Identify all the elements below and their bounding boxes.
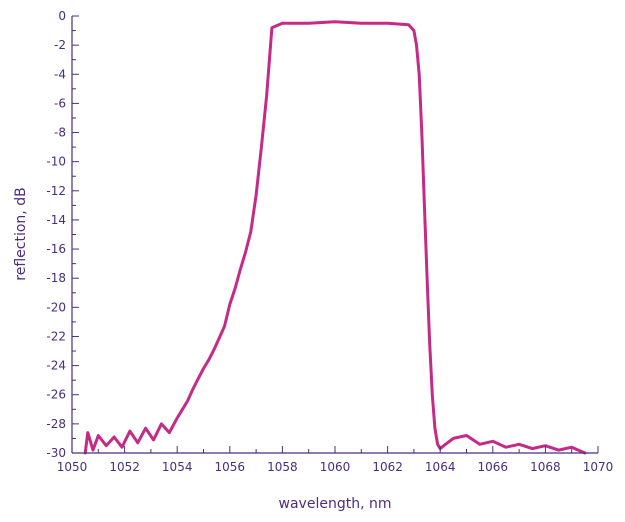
y-tick-label: 0 (58, 9, 66, 23)
y-tick-label: -26 (46, 388, 66, 402)
x-tick-label: 1056 (215, 460, 246, 474)
x-axis-ticks: 1050 1052 1054 1056 1058 1060 1062 1064 1066 1068… (57, 446, 614, 474)
x-tick-label: 1066 (478, 460, 509, 474)
y-tick-label: -28 (46, 417, 66, 431)
x-tick-label: 1054 (162, 460, 193, 474)
y-tick-label: -10 (46, 155, 66, 169)
series-layer (83, 20, 587, 455)
y-tick-label: -16 (46, 242, 66, 256)
y-tick-label: -20 (46, 300, 66, 314)
y-tick-label: -14 (46, 213, 66, 227)
y-tick-label: -24 (46, 359, 66, 373)
x-tick-label: 1070 (583, 460, 614, 474)
y-tick-label: -4 (54, 67, 66, 81)
x-tick-label: 1050 (57, 460, 88, 474)
x-tick-label: 1062 (372, 460, 403, 474)
y-tick-label: -12 (46, 184, 66, 198)
x-axis-label: wavelength, nm (279, 496, 392, 512)
y-tick-label: -18 (46, 271, 66, 285)
x-tick-label: 1060 (320, 460, 351, 474)
reflection-series-line (83, 20, 587, 455)
y-tick-label: -6 (54, 96, 66, 110)
y-tick-label: -22 (46, 329, 66, 343)
y-tick-label: -30 (46, 446, 66, 460)
y-tick-label: -8 (54, 126, 66, 140)
y-tick-label: -2 (54, 38, 66, 52)
x-tick-label: 1052 (109, 460, 140, 474)
y-axis-ticks: 0 -2 -4 -6 -8 -10 -12 -14 -16 -18 -20 -22 -24 -26 -28 -… (46, 9, 79, 460)
x-tick-label: 1068 (530, 460, 561, 474)
x-tick-label: 1058 (267, 460, 298, 474)
x-tick-label: 1064 (425, 460, 456, 474)
y-axis-label: reflection, dB (13, 187, 29, 280)
